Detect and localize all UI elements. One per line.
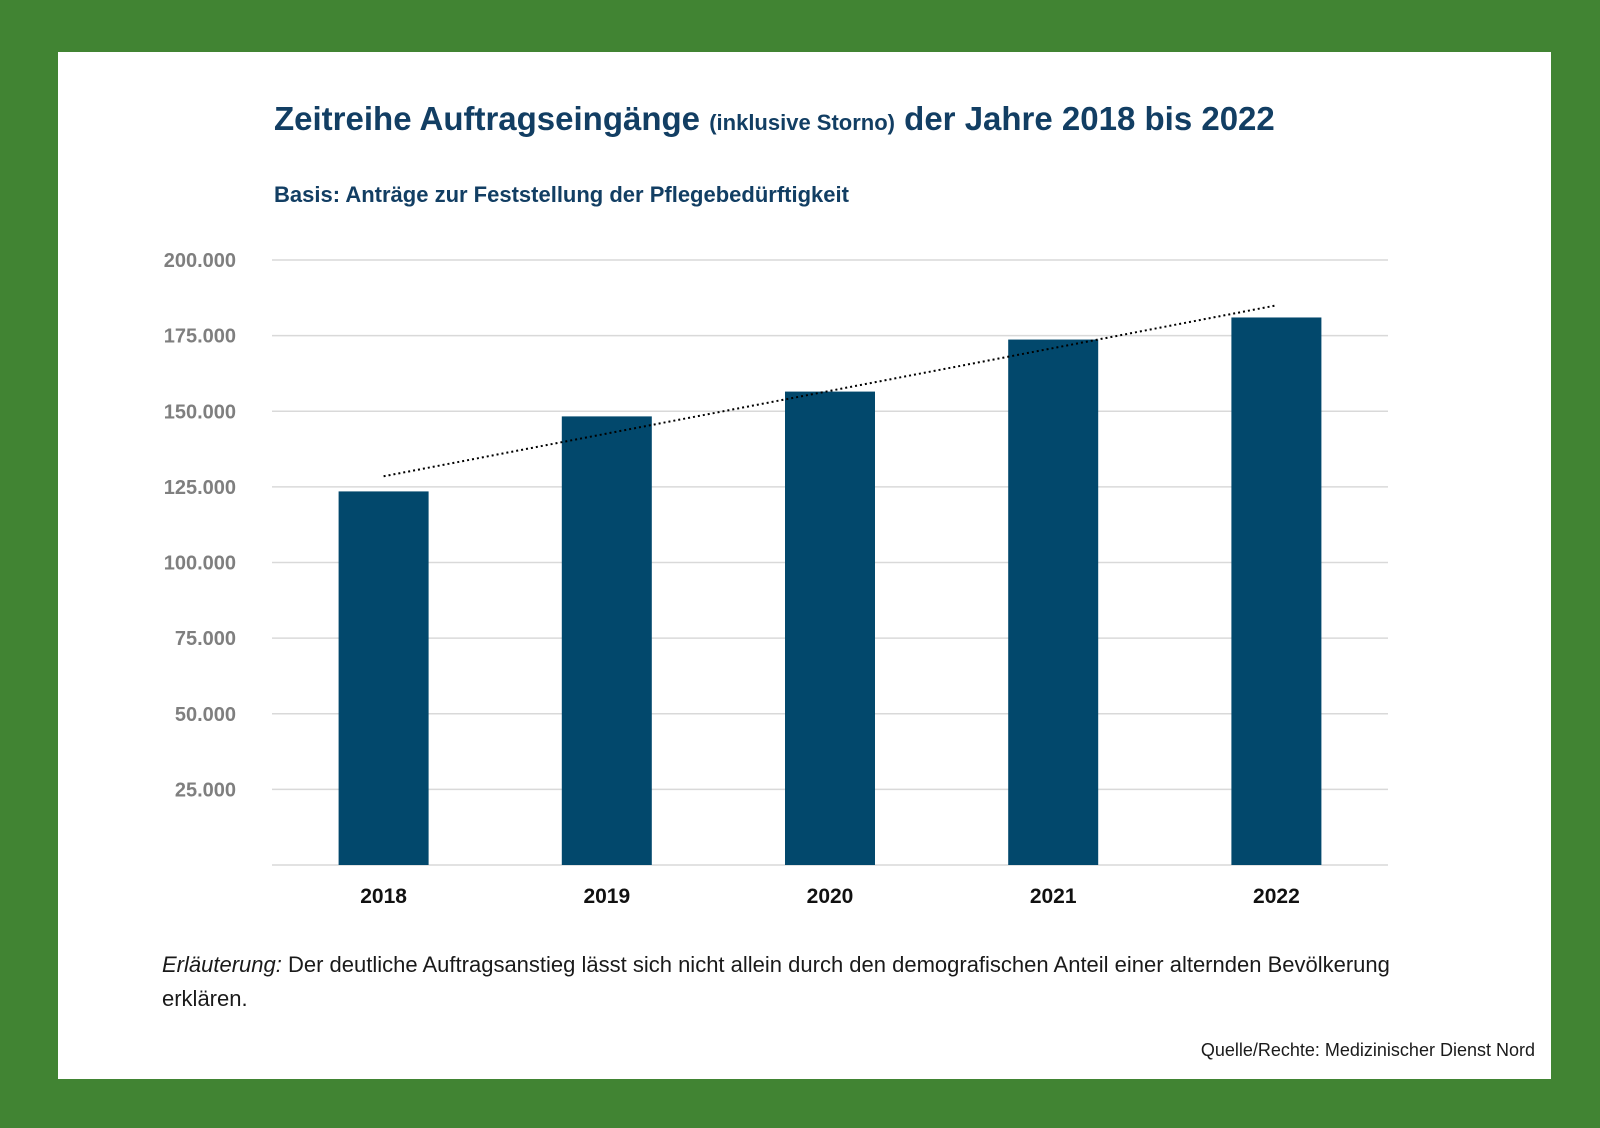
chart-subtitle: Basis: Anträge zur Feststellung der Pfle… bbox=[274, 182, 849, 207]
y-tick-label: 200.000 bbox=[164, 250, 236, 272]
chart-title: Zeitreihe Auftragseingänge (inklusive St… bbox=[274, 100, 1275, 138]
trendline bbox=[383, 304, 1277, 478]
note-text: Der deutliche Auftragsanstieg lässt sich… bbox=[162, 952, 1390, 1011]
y-tick-label: 50.000 bbox=[175, 704, 236, 726]
x-tick-label: 2018 bbox=[360, 885, 407, 908]
title-end: der Jahre 2018 bis 2022 bbox=[904, 100, 1275, 137]
title-qualifier: (inklusive Storno) bbox=[709, 110, 895, 135]
bar-2019 bbox=[561, 416, 652, 865]
note-label: Erläuterung: bbox=[162, 952, 282, 977]
y-tick-label: 175.000 bbox=[164, 326, 236, 348]
bar-2018 bbox=[338, 491, 429, 865]
bar-chart: 25.000 50.000 75.000 100.000 125.000 150.000 1… bbox=[164, 250, 1388, 908]
title-main: Zeitreihe Auftragseingänge bbox=[274, 100, 701, 137]
y-tick-label: 150.000 bbox=[164, 401, 236, 423]
bar-2022 bbox=[1231, 317, 1322, 866]
bar-2020 bbox=[785, 391, 875, 865]
x-tick-label: 2020 bbox=[807, 885, 854, 908]
source-credit: Quelle/Rechte: Medizinischer Dienst Nord bbox=[1200, 1040, 1535, 1060]
explanation-note: Erläuterung: Der deutliche Auftragsansti… bbox=[162, 948, 1462, 1016]
x-tick-label: 2019 bbox=[583, 885, 630, 908]
y-tick-label: 125.000 bbox=[164, 477, 236, 499]
bar-2021 bbox=[1008, 339, 1099, 865]
x-tick-label: 2021 bbox=[1030, 885, 1077, 908]
chart-panel: Zeitreihe Auftragseingänge (inklusive St… bbox=[58, 52, 1551, 1079]
y-tick-label: 25.000 bbox=[175, 779, 236, 801]
y-tick-label: 75.000 bbox=[175, 628, 236, 650]
y-tick-label: 100.000 bbox=[164, 553, 236, 575]
x-tick-label: 2022 bbox=[1253, 885, 1300, 908]
